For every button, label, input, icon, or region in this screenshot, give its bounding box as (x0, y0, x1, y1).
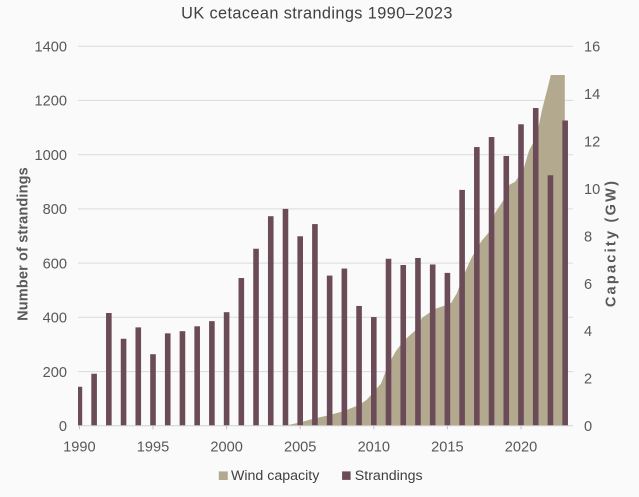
svg-text:UK cetacean strandings 1990–20: UK cetacean strandings 1990–2023 (181, 5, 453, 23)
svg-text:1995: 1995 (137, 439, 169, 455)
svg-text:2000: 2000 (210, 439, 242, 455)
svg-text:8: 8 (584, 229, 592, 245)
svg-text:Wind capacity: Wind capacity (231, 468, 320, 484)
svg-text:0: 0 (584, 419, 592, 435)
svg-text:Number of strandings: Number of strandings (16, 167, 32, 321)
svg-text:2015: 2015 (431, 439, 463, 455)
svg-text:800: 800 (43, 202, 67, 218)
svg-text:16: 16 (584, 40, 600, 56)
svg-text:2010: 2010 (358, 439, 390, 455)
svg-text:2020: 2020 (505, 439, 537, 455)
svg-text:1200: 1200 (35, 94, 67, 110)
svg-text:Strandings: Strandings (355, 468, 423, 484)
svg-text:10: 10 (584, 182, 600, 198)
svg-text:2: 2 (584, 372, 592, 388)
svg-text:2005: 2005 (284, 439, 316, 455)
svg-text:200: 200 (43, 365, 67, 381)
svg-text:12: 12 (584, 134, 600, 150)
svg-text:Capacity (GW): Capacity (GW) (604, 179, 620, 307)
svg-text:400: 400 (43, 311, 67, 327)
svg-text:1000: 1000 (35, 148, 67, 164)
svg-text:6: 6 (584, 277, 592, 293)
svg-text:4: 4 (584, 324, 592, 340)
svg-text:600: 600 (43, 256, 67, 272)
svg-text:14: 14 (584, 87, 600, 103)
svg-text:1990: 1990 (63, 439, 95, 455)
svg-text:1400: 1400 (35, 40, 67, 56)
svg-text:0: 0 (59, 419, 67, 435)
